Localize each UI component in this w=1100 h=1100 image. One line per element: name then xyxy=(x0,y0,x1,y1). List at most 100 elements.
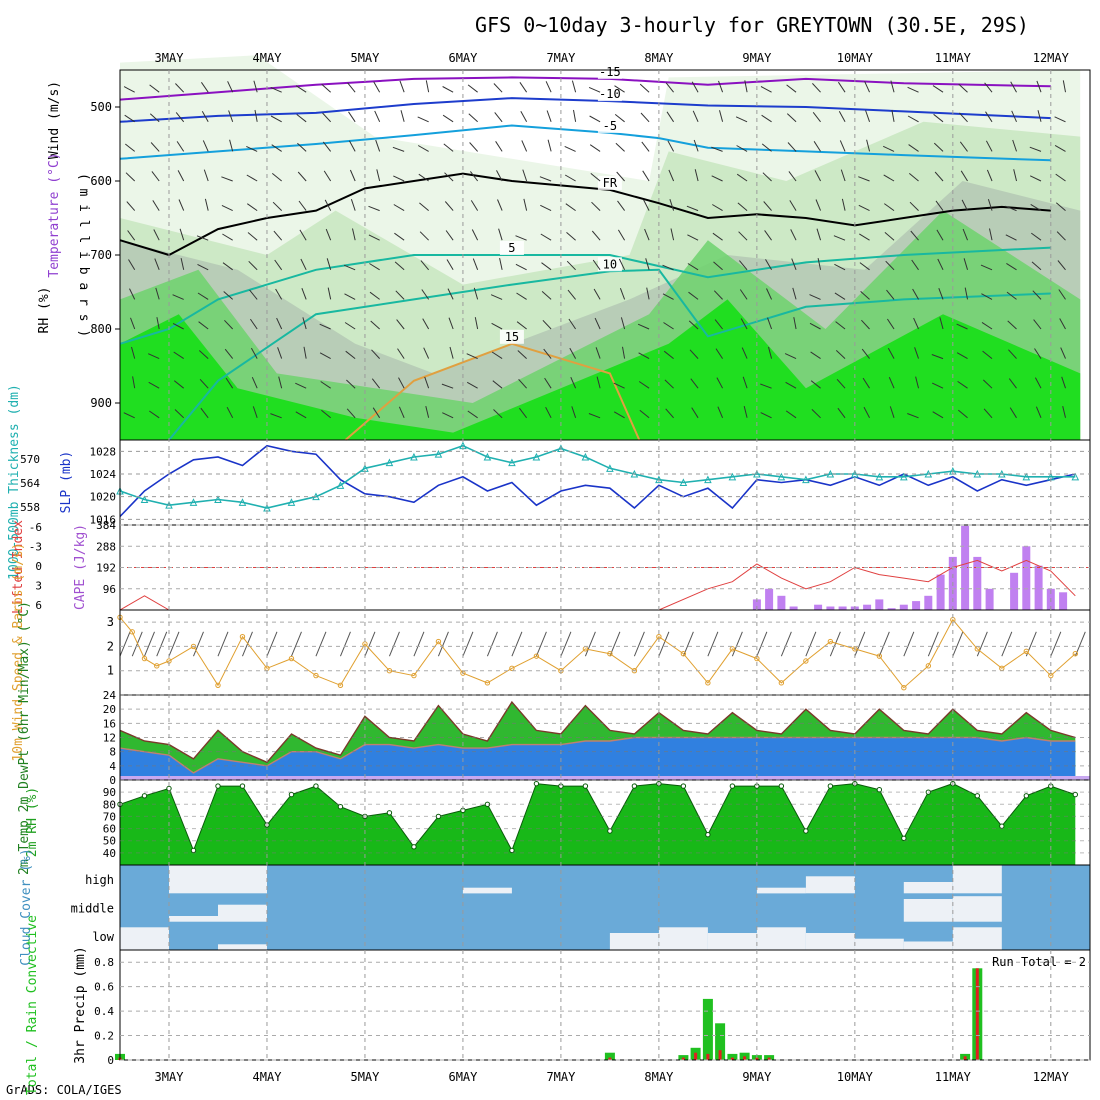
ylabel-cape: CAPE (J/kg) xyxy=(73,524,88,610)
wind-barb xyxy=(393,175,405,182)
wind-barb xyxy=(198,350,209,359)
wind-barb xyxy=(347,82,356,93)
wind-barb xyxy=(1054,144,1066,152)
wind-barb xyxy=(444,172,454,182)
wind-barb xyxy=(421,289,430,300)
top-day-label: 8MAY xyxy=(644,51,674,65)
wind-barb xyxy=(645,258,650,270)
cloud-cell-high xyxy=(952,865,1002,894)
wind-barb xyxy=(130,317,136,330)
wind-barb xyxy=(1011,110,1017,123)
wind-speed-marker xyxy=(705,680,711,686)
wind-speed-marker xyxy=(778,680,785,686)
thickness-tick-label: 558 xyxy=(20,501,40,514)
wind-barb xyxy=(229,139,234,152)
wind-barb xyxy=(299,229,307,241)
wind-barb xyxy=(319,323,331,330)
wind-barb xyxy=(859,262,870,271)
wind-barb xyxy=(1056,231,1066,241)
wind-barb xyxy=(989,228,993,241)
rh-marker xyxy=(974,793,981,799)
wind-barb xyxy=(883,174,895,182)
cloud-cell-high xyxy=(903,882,953,894)
wind-barb xyxy=(199,378,209,389)
wind-barb xyxy=(371,349,381,359)
wind-barb xyxy=(932,85,944,93)
wind-barb xyxy=(446,259,454,271)
wind-barb xyxy=(1034,377,1042,389)
wind-barb xyxy=(1006,262,1017,271)
wind-barb xyxy=(225,377,234,389)
wind-barb xyxy=(131,346,136,359)
wind-barb xyxy=(324,199,332,211)
wind-barb xyxy=(172,294,184,300)
cape-bar xyxy=(924,595,933,610)
wind-barb xyxy=(763,201,772,211)
wind-barb xyxy=(425,80,430,93)
wind-barb xyxy=(270,413,282,419)
wind-barb xyxy=(964,287,969,300)
thickness-marker xyxy=(385,458,394,467)
cape-tick-label: 288 xyxy=(96,540,116,553)
top-day-label: 12MAY xyxy=(1033,51,1070,65)
wind-barb xyxy=(985,140,993,152)
wind-barb xyxy=(937,258,944,271)
ylabel-thickness: 1000-500mb Thickness (dm) xyxy=(7,384,22,580)
wind-barb xyxy=(179,228,185,241)
rh-marker xyxy=(239,783,246,789)
surface-wind-barb xyxy=(560,631,572,657)
wind-barb xyxy=(956,352,968,360)
cape-bar xyxy=(985,588,994,611)
wind-barb xyxy=(622,346,626,359)
wind-barb xyxy=(398,377,405,389)
contour-label-bg xyxy=(499,329,524,344)
wind-barb xyxy=(716,377,724,389)
wind-speed-marker xyxy=(509,665,515,671)
wind-barb xyxy=(760,383,772,389)
temperature-contour-10 xyxy=(168,268,1051,441)
surface-wind-barb xyxy=(756,631,768,657)
contour-label-bg xyxy=(597,118,622,133)
wind-barb xyxy=(251,376,258,389)
rh-marker xyxy=(803,828,809,834)
wind-barb xyxy=(499,257,503,270)
cloud-cell-middle xyxy=(169,916,218,922)
precip-tick-label: 0.2 xyxy=(94,1030,114,1043)
wind-barb xyxy=(345,350,356,359)
wind-barb xyxy=(985,111,993,123)
cape-bar xyxy=(765,588,774,611)
wind-barb xyxy=(810,380,821,389)
wind-barb xyxy=(688,291,699,300)
wind-barb xyxy=(301,288,307,300)
wind-barb xyxy=(1007,320,1017,330)
wind-barb xyxy=(614,114,625,123)
wind-barb xyxy=(715,348,723,359)
wind-barb xyxy=(271,173,282,182)
thickness-marker xyxy=(214,495,222,503)
li-tick-label: 3 xyxy=(35,580,42,593)
wind-barb xyxy=(915,376,920,389)
precip-total-bar xyxy=(702,998,713,1060)
wind-barb xyxy=(833,235,846,241)
wind-barb xyxy=(123,412,135,419)
wind-barb xyxy=(422,318,430,330)
cape-bar xyxy=(936,574,945,610)
wind-barb xyxy=(200,82,209,93)
thickness-marker xyxy=(410,452,418,461)
wind-barb xyxy=(1012,139,1017,152)
wind-barb xyxy=(736,145,748,152)
rh-marker xyxy=(533,780,540,787)
wind-barb xyxy=(223,291,234,300)
wind-barb xyxy=(442,412,454,419)
wind-barb xyxy=(835,321,846,330)
wind-barb xyxy=(247,232,258,241)
wind-barb xyxy=(1062,80,1066,93)
surface-wind-barb xyxy=(535,631,547,657)
surface-wind-barb xyxy=(413,631,425,657)
ylabel-lifted-index: Lifted Index xyxy=(11,520,26,614)
wind-barb xyxy=(276,317,283,330)
cloud-cell-low xyxy=(854,938,904,950)
surface-wind-barb xyxy=(119,631,131,657)
wind-barb xyxy=(691,407,699,419)
